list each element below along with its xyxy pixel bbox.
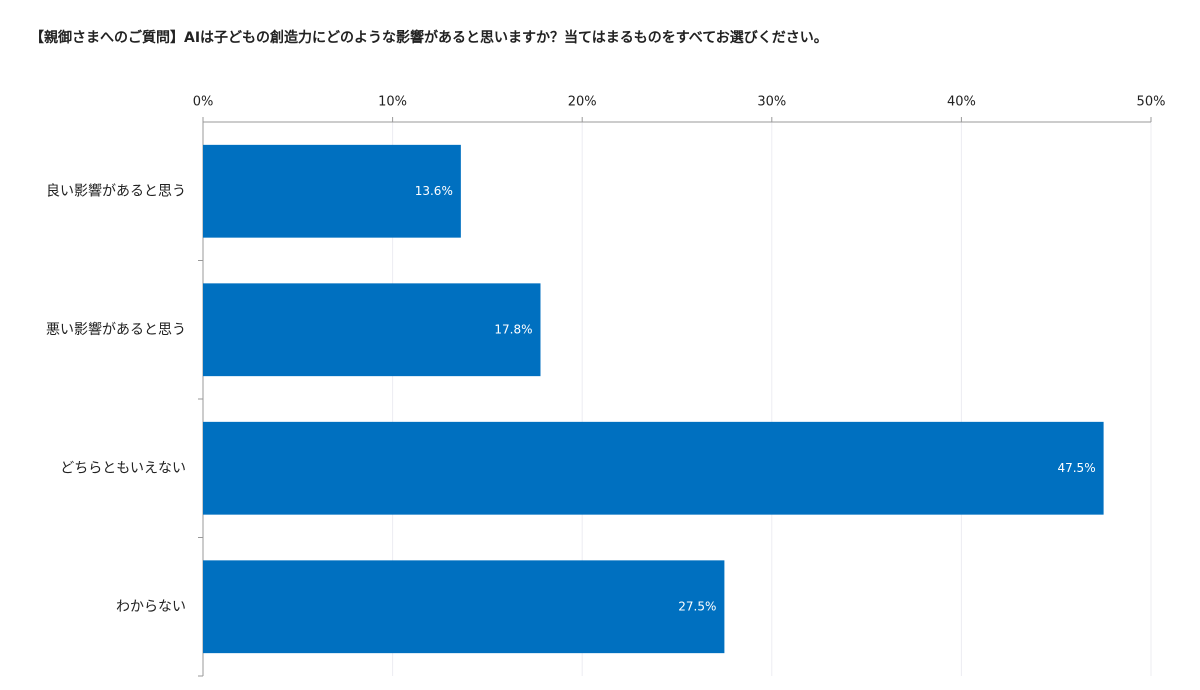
- y-tick-label: わからない: [116, 599, 186, 615]
- value-label: 47.5%: [1057, 461, 1095, 475]
- bar: [203, 144, 461, 238]
- value-label: 13.6%: [415, 184, 453, 198]
- x-tick-label: 10%: [378, 95, 407, 110]
- y-tick-label: どちらともいえない: [60, 460, 186, 476]
- x-tick-label: 20%: [568, 95, 597, 110]
- x-tick-label: 50%: [1137, 95, 1166, 110]
- chart-title: 【親御さまへのご質問】AIは子どもの創造力にどのような影響があると思いますか？当…: [30, 29, 828, 46]
- bar: [203, 560, 725, 654]
- value-label: 27.5%: [678, 599, 716, 613]
- y-tick-label: 悪い影響があると思う: [46, 321, 186, 338]
- x-tick-label: 0%: [193, 95, 214, 110]
- value-label: 17.8%: [494, 322, 532, 336]
- x-tick-label: 40%: [947, 95, 976, 110]
- x-tick-label: 30%: [757, 95, 786, 110]
- y-tick-label: 良い影響があると思う: [46, 182, 186, 199]
- bar: [203, 283, 541, 377]
- bar: [203, 421, 1104, 515]
